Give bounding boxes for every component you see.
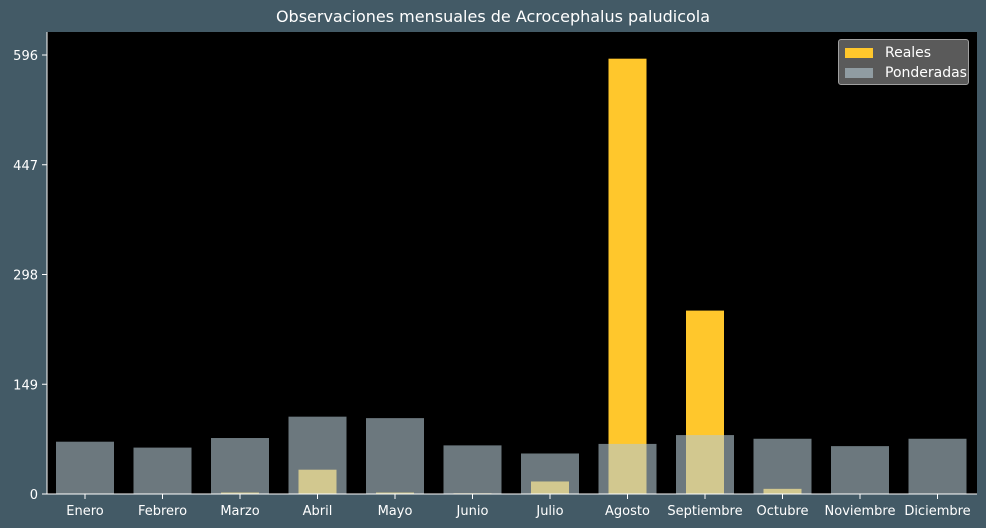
bar-ponderadas-marzo xyxy=(211,438,269,494)
x-axis: Enero Febrero Marzo Abril Mayo Junio Julio Agos… xyxy=(47,493,977,519)
x-tick-label: Junio xyxy=(456,504,489,519)
x-tick-label: Marzo xyxy=(220,504,259,519)
legend-label-reales: Reales xyxy=(885,45,932,61)
legend: Reales Ponderadas xyxy=(838,39,969,85)
bar-ponderadas-noviembre xyxy=(831,446,889,494)
x-tick-label: Octubre xyxy=(756,504,808,519)
bar-ponderadas-julio xyxy=(521,453,579,494)
bar-ponderadas-junio xyxy=(443,445,502,494)
bar-ponderadas-agosto xyxy=(598,443,657,494)
x-tick-label: Mayo xyxy=(378,504,413,519)
y-tick-label: 298 xyxy=(13,269,38,284)
bar-ponderadas-febrero xyxy=(133,447,192,494)
x-tick-label: Abril xyxy=(303,504,333,519)
bar-ponderadas-enero xyxy=(56,441,114,494)
legend-item-reales: Reales xyxy=(845,43,931,63)
plot-area xyxy=(47,32,977,494)
bar-ponderadas-diciembre xyxy=(908,438,967,494)
x-tick-label: Septiembre xyxy=(667,504,742,519)
chart-title: Observaciones mensuales de Acrocephalus … xyxy=(275,7,711,26)
y-tick-label: 447 xyxy=(13,159,38,174)
bar-ponderadas-octubre xyxy=(753,438,812,494)
bar-ponderadas-septiembre xyxy=(676,435,734,494)
y-tick-label: 149 xyxy=(13,378,38,393)
x-tick-label: Julio xyxy=(535,504,563,519)
x-tick-label: Noviembre xyxy=(825,504,896,519)
legend-label-ponderadas: Ponderadas xyxy=(885,65,967,81)
y-tick-label: 0 xyxy=(30,488,38,503)
bar-ponderadas-mayo xyxy=(366,418,424,494)
y-tick-label: 596 xyxy=(13,49,38,64)
legend-swatch-ponderadas xyxy=(845,68,873,78)
x-tick-label: Agosto xyxy=(605,504,650,519)
series-ponderadas xyxy=(56,416,967,494)
x-tick-label: Enero xyxy=(66,504,104,519)
y-axis: 0 149 298 447 596 xyxy=(13,32,48,503)
legend-item-ponderadas: Ponderadas xyxy=(845,63,967,83)
bar-ponderadas-abril xyxy=(288,416,347,494)
x-tick-label: Diciembre xyxy=(904,504,970,519)
x-tick-label: Febrero xyxy=(138,504,187,519)
bar-reales-agosto xyxy=(608,58,647,494)
legend-swatch-reales xyxy=(845,48,873,58)
